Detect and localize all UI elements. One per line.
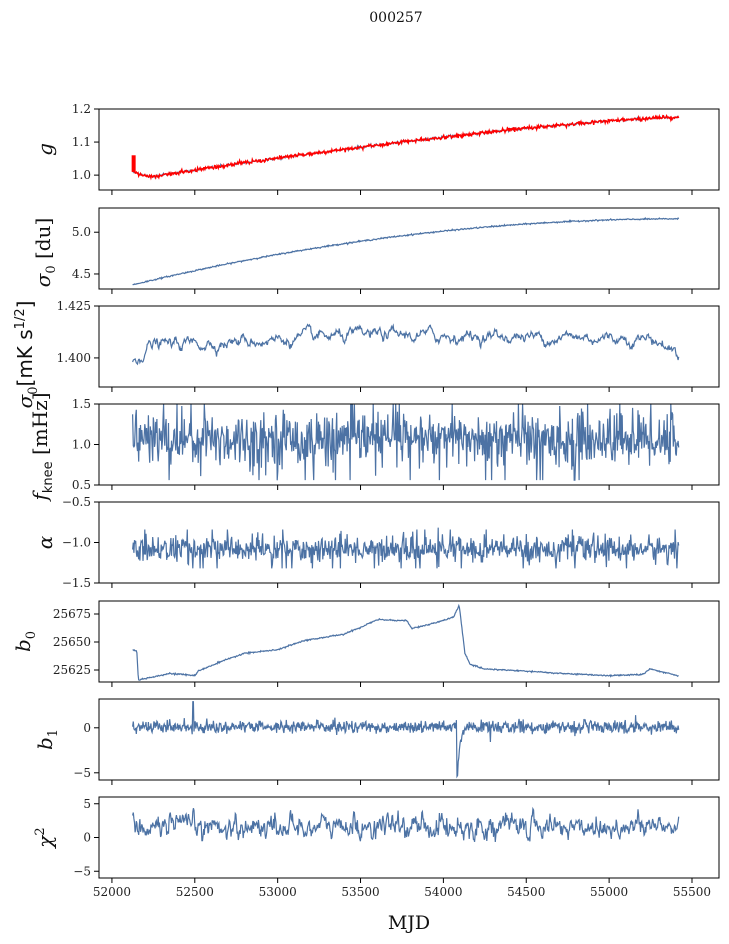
y-tick-label: −1.0 [62, 536, 91, 550]
series-line-g-raw [132, 113, 680, 181]
x-tick-label: 53500 [341, 885, 379, 899]
y-tick-label: −0.5 [62, 495, 91, 509]
series-line-alpha [132, 527, 680, 569]
panel-fknee: 0.5 1.0 1.5 fknee [mHz] [28, 392, 720, 503]
axes-frame [98, 796, 720, 879]
y-tick-label: 5.0 [72, 225, 91, 239]
axes-frame [98, 108, 720, 191]
panel-b0: 25625 25650 25675 b0 [11, 600, 720, 687]
axes-frame [98, 600, 720, 683]
panel-chi2: −5 0 5 52000 52500 53000 53500 54000 54500 55000 5… [33, 796, 720, 899]
x-tick-label: 52500 [176, 885, 214, 899]
x-tick-label: 53000 [259, 885, 297, 899]
series-line-b0 [132, 603, 679, 681]
y-tick-label: 0.5 [72, 478, 91, 492]
series-line-sigma0_du [132, 216, 680, 286]
y-tick-label: 25675 [53, 607, 91, 621]
x-axis-label: MJD [388, 912, 430, 934]
x-tick-label: 55500 [673, 885, 711, 899]
y-tick-label: 1.2 [72, 102, 91, 116]
y-tick-label: 1.1 [72, 135, 91, 149]
y-tick-label: 0 [83, 831, 91, 845]
series-line-sigma0_mk [132, 323, 680, 366]
y-axis-label-sigma0_mk: σ0[mK s1/2] [13, 301, 41, 409]
y-tick-label: 0 [83, 721, 91, 735]
y-tick-label: 25650 [53, 635, 91, 649]
y-tick-label: −5 [73, 864, 91, 878]
x-tick-label: 54000 [424, 885, 462, 899]
axes-frame [98, 698, 720, 781]
panel-g: 1.0 1.1 1.2 g [33, 102, 720, 195]
y-tick-label: 1.425 [57, 299, 91, 313]
y-axis-label-fknee: fknee [mHz] [28, 392, 56, 502]
x-tick-label: 54500 [507, 885, 545, 899]
y-tick-label: −5 [73, 766, 91, 780]
y-tick-label: 1.5 [72, 397, 91, 411]
axes-frame [98, 207, 720, 290]
y-axis-label-alpha: α [33, 535, 57, 549]
y-tick-label: 1.0 [72, 168, 91, 182]
series-line-b1 [132, 701, 680, 779]
panel-b1: −5 0 b1 [33, 698, 720, 785]
panel-alpha: −1.5 −1.0 −0.5 α [33, 495, 720, 590]
y-axis-label-chi2: χ2 [33, 827, 57, 849]
g-initial-spike [131, 155, 136, 172]
x-tick-label: 52000 [93, 885, 131, 899]
y-tick-label: 5 [83, 797, 91, 811]
y-axis-label-g: g [33, 143, 57, 156]
y-tick-label: 1.400 [57, 351, 91, 365]
panel-sigma0_du: 4.5 5.0 σ0 [du] [31, 207, 720, 294]
y-axis-label-b1: b1 [33, 729, 61, 750]
panel-sigma0_mk: 1.400 1.425 σ0[mK s1/2] [13, 299, 720, 409]
series-line-fknee [132, 404, 680, 481]
axes-frame [98, 501, 720, 584]
y-tick-label: 1.0 [72, 438, 91, 452]
series-line-g [132, 114, 679, 180]
figure-title: 000257 [369, 10, 422, 26]
y-tick-label: 4.5 [72, 267, 91, 281]
axes-frame [98, 305, 720, 388]
x-tick-label: 55000 [590, 885, 628, 899]
y-tick-label: −1.5 [62, 576, 91, 590]
series-line-chi2 [132, 806, 680, 843]
y-axis-label-b0: b0 [11, 631, 39, 652]
y-axis-label-sigma0_du: σ0 [du] [31, 218, 59, 288]
y-tick-label: 25625 [53, 663, 91, 677]
